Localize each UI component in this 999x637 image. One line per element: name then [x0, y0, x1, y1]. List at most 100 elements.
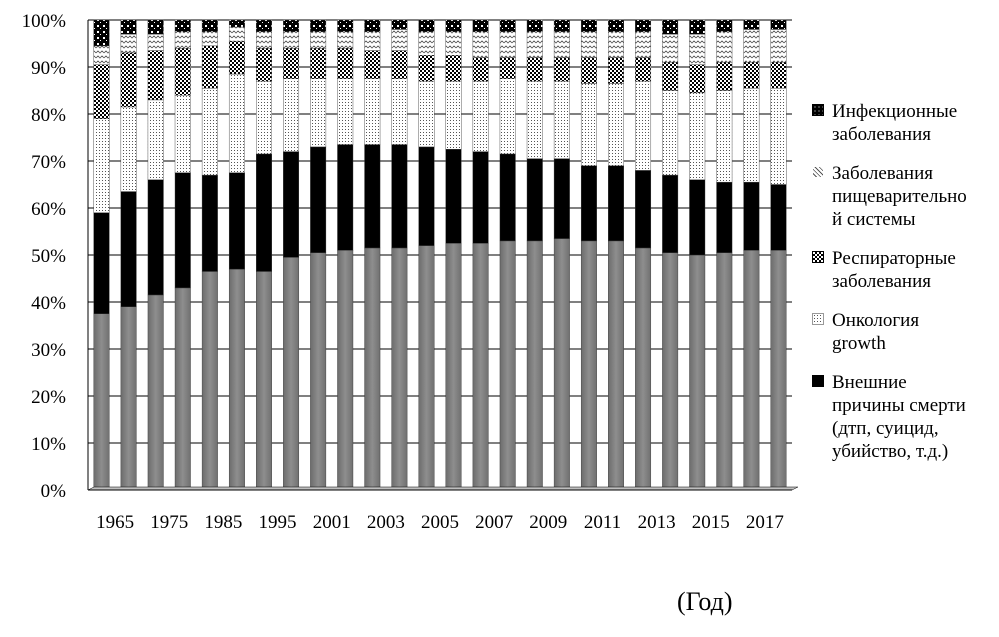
bar-stack-2007	[472, 19, 489, 491]
gridlines	[88, 19, 792, 491]
bar-segment-2	[635, 80, 652, 171]
x-tick-label: 2001	[313, 512, 351, 533]
bar-segment-4	[310, 31, 327, 49]
x-axis-title: (Год)	[677, 587, 733, 616]
axes	[87, 20, 799, 491]
bar-segment-1	[364, 144, 381, 249]
bar-segment-1	[310, 146, 327, 253]
bar-segment-1	[228, 172, 245, 270]
bar-segment-1	[716, 181, 733, 253]
bar-segment-4	[391, 29, 408, 51]
bar-segment-5	[93, 19, 110, 47]
x-tick-label: 2007	[475, 512, 513, 533]
y-tick-label: 70%	[31, 152, 66, 173]
bar-segment-0	[310, 252, 327, 491]
bar-segment-4	[743, 29, 760, 63]
legend-label-line: заболевания	[832, 271, 931, 292]
bar-stack-1965	[93, 19, 110, 491]
bar-segment-2	[770, 87, 787, 185]
bar-segment-0	[391, 247, 408, 491]
bar-segment-5	[337, 19, 354, 32]
bar-segment-3	[256, 48, 272, 82]
bar-segment-4	[418, 31, 435, 56]
bar-segment-0	[472, 243, 489, 491]
bar-segment-3	[93, 64, 110, 119]
bar-segment-1	[580, 165, 597, 242]
bar-stack-2015	[689, 19, 706, 491]
bar-segment-3	[120, 52, 137, 108]
y-tick-label: 40%	[31, 293, 66, 314]
bar-segment-4	[364, 31, 381, 51]
bar-stack-2018	[770, 19, 787, 491]
bar-segment-5	[256, 19, 272, 32]
bar-stack-2009	[526, 19, 543, 491]
bar-segment-5	[553, 19, 570, 32]
bar-segment-1	[174, 172, 191, 289]
bar-segment-3	[445, 55, 462, 82]
bar-segment-4	[689, 33, 706, 65]
bar-segment-0	[526, 240, 543, 491]
bar-segment-3	[364, 50, 381, 79]
bar-segment-3	[689, 64, 706, 94]
y-tick-label: 30%	[31, 340, 66, 361]
bar-segment-3	[337, 48, 354, 79]
bar-stack-2005	[418, 19, 435, 491]
bar-segment-0	[228, 268, 245, 491]
bar-segment-1	[553, 158, 570, 239]
bar-segment-5	[472, 19, 489, 32]
bar-segment-2	[743, 87, 760, 183]
bars	[93, 19, 787, 491]
bar-segment-3	[310, 48, 327, 79]
bar-segment-4	[228, 26, 245, 42]
bar-segment-5	[770, 19, 787, 30]
bar-segment-5	[364, 19, 381, 32]
bar-segment-5	[228, 19, 245, 28]
bar-segment-0	[689, 254, 706, 491]
bar-segment-3	[499, 57, 516, 79]
bar-stack-2011	[580, 19, 597, 491]
bar-segment-2	[364, 78, 381, 145]
bar-segment-5	[743, 19, 760, 30]
legend-swatch	[812, 313, 824, 325]
bar-segment-4	[635, 31, 652, 58]
bar-segment-4	[201, 31, 218, 47]
bar-segment-2	[93, 118, 110, 213]
bar-segment-3	[526, 57, 543, 82]
bar-stack-1985	[201, 19, 218, 491]
bar-stack-2016	[716, 19, 733, 491]
bar-segment-1	[770, 184, 787, 251]
legend-swatch	[812, 166, 824, 178]
y-tick-label: 50%	[31, 246, 66, 267]
bar-segment-0	[120, 306, 137, 491]
legend-swatch	[812, 104, 824, 116]
bar-segment-2	[418, 80, 435, 148]
bar-segment-1	[608, 165, 624, 242]
bar-segment-2	[337, 78, 354, 145]
legend-item: Инфекционные заболевания	[812, 100, 999, 146]
bar-stack-2013	[635, 19, 652, 491]
bar-segment-1	[472, 151, 489, 244]
y-tick-label: 0%	[41, 481, 67, 502]
bar-segment-2	[499, 78, 516, 155]
x-tick-label: 1975	[150, 512, 188, 533]
bar-segment-5	[418, 19, 435, 32]
legend-swatch	[812, 251, 824, 263]
y-tick-label: 80%	[31, 105, 66, 126]
bar-segment-0	[93, 313, 110, 491]
bar-segment-2	[147, 99, 164, 181]
bar-segment-3	[201, 45, 218, 89]
bar-segment-3	[743, 62, 760, 89]
x-tick-label: 2017	[746, 512, 784, 533]
bar-segment-3	[174, 48, 191, 96]
bar-segment-0	[418, 245, 435, 491]
bar-segment-3	[472, 57, 489, 82]
bar-segment-1	[743, 181, 760, 251]
bar-segment-3	[635, 57, 652, 82]
bar-segment-0	[580, 240, 597, 491]
x-tick-label: 2005	[421, 512, 459, 533]
bar-stack-2008	[499, 19, 516, 491]
legend-item: Респираторные заболевания	[812, 247, 999, 293]
bar-segment-1	[526, 158, 543, 242]
x-tick-label: 1965	[96, 512, 134, 533]
bar-segment-3	[147, 50, 164, 101]
